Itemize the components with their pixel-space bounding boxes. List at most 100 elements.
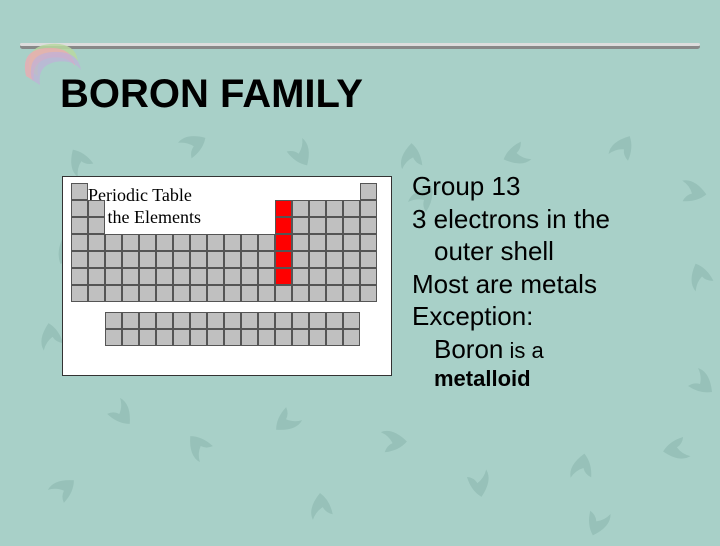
boomerang-decoration xyxy=(267,397,313,443)
element-cell xyxy=(326,200,343,217)
element-cell xyxy=(360,251,377,268)
element-cell xyxy=(190,234,207,251)
element-cell xyxy=(88,200,105,217)
slide-content: Group 13 3 electrons in the outer shell … xyxy=(412,170,702,393)
element-cell xyxy=(292,217,309,234)
content-line-group: Group 13 xyxy=(412,170,702,203)
element-cell xyxy=(139,268,156,285)
element-cell xyxy=(326,217,343,234)
element-cell xyxy=(258,234,275,251)
element-cell xyxy=(88,285,105,302)
element-cell xyxy=(292,251,309,268)
element-cell xyxy=(71,200,88,217)
element-cell xyxy=(343,200,360,217)
element-cell xyxy=(241,285,258,302)
element-cell xyxy=(71,217,88,234)
element-cell xyxy=(173,268,190,285)
element-cell xyxy=(139,251,156,268)
element-cell xyxy=(105,268,122,285)
element-cell-fblock xyxy=(173,329,190,346)
element-cell-fblock xyxy=(190,312,207,329)
element-cell xyxy=(258,251,275,268)
element-cell xyxy=(241,251,258,268)
element-cell-group13 xyxy=(275,200,292,217)
element-cell-fblock xyxy=(343,329,360,346)
element-cell-fblock xyxy=(275,312,292,329)
element-cell-fblock xyxy=(241,312,258,329)
element-cell xyxy=(224,268,241,285)
element-cell-fblock xyxy=(292,329,309,346)
element-cell xyxy=(71,183,88,200)
element-cell-group13 xyxy=(275,234,292,251)
element-cell xyxy=(156,234,173,251)
element-cell xyxy=(326,234,343,251)
element-cell xyxy=(71,268,88,285)
element-cell-fblock xyxy=(241,329,258,346)
element-cell xyxy=(88,217,105,234)
element-cell xyxy=(326,251,343,268)
boomerang-decoration xyxy=(553,443,608,498)
element-cell-fblock xyxy=(207,312,224,329)
element-cell xyxy=(360,268,377,285)
element-cell-fblock xyxy=(309,312,326,329)
element-cell-fblock xyxy=(156,312,173,329)
element-cell xyxy=(343,234,360,251)
element-cell xyxy=(207,268,224,285)
boomerang-decoration xyxy=(164,119,215,170)
element-cell-fblock xyxy=(122,329,139,346)
element-cell-fblock xyxy=(258,329,275,346)
element-cell xyxy=(122,251,139,268)
element-cell-fblock xyxy=(275,329,292,346)
element-cell-fblock xyxy=(139,312,156,329)
element-cell xyxy=(292,285,309,302)
title-divider xyxy=(20,42,700,52)
element-cell xyxy=(292,268,309,285)
element-cell-fblock xyxy=(122,312,139,329)
element-cell-fblock xyxy=(139,329,156,346)
element-cell xyxy=(139,234,156,251)
element-cell xyxy=(309,268,326,285)
element-cell xyxy=(360,234,377,251)
element-cell-fblock xyxy=(343,312,360,329)
element-cell-fblock xyxy=(105,329,122,346)
element-cell xyxy=(343,268,360,285)
element-cell xyxy=(173,285,190,302)
boomerang-decoration xyxy=(597,127,643,173)
element-cell-fblock xyxy=(224,312,241,329)
element-cell xyxy=(105,285,122,302)
element-cell xyxy=(326,268,343,285)
element-cell xyxy=(224,285,241,302)
element-cell-fblock xyxy=(224,329,241,346)
element-cell xyxy=(105,234,122,251)
element-cell-group13 xyxy=(275,268,292,285)
boomerang-decoration xyxy=(362,412,418,468)
element-cell xyxy=(292,200,309,217)
element-cell xyxy=(326,285,343,302)
element-cell xyxy=(88,251,105,268)
slide-title: BORON FAMILY xyxy=(60,72,363,117)
boomerang-decoration xyxy=(37,467,83,513)
element-cell-fblock xyxy=(190,329,207,346)
element-cell xyxy=(156,285,173,302)
element-cell xyxy=(122,234,139,251)
content-line-electrons2: outer shell xyxy=(412,235,702,268)
element-cell-fblock xyxy=(207,329,224,346)
element-cell xyxy=(258,268,275,285)
element-cell xyxy=(241,234,258,251)
boomerang-decoration xyxy=(452,452,508,508)
element-cell-group13 xyxy=(275,251,292,268)
boomerang-decoration xyxy=(292,482,349,539)
element-cell xyxy=(122,268,139,285)
element-cell xyxy=(360,200,377,217)
element-cell xyxy=(173,251,190,268)
element-cell xyxy=(309,251,326,268)
element-cell-fblock xyxy=(258,312,275,329)
element-cell xyxy=(139,285,156,302)
element-cell xyxy=(309,217,326,234)
boomerang-decoration xyxy=(652,422,708,478)
element-cell-fblock xyxy=(326,312,343,329)
element-cell xyxy=(71,234,88,251)
content-line-metals: Most are metals xyxy=(412,268,702,301)
element-cell xyxy=(309,234,326,251)
element-cell xyxy=(309,200,326,217)
